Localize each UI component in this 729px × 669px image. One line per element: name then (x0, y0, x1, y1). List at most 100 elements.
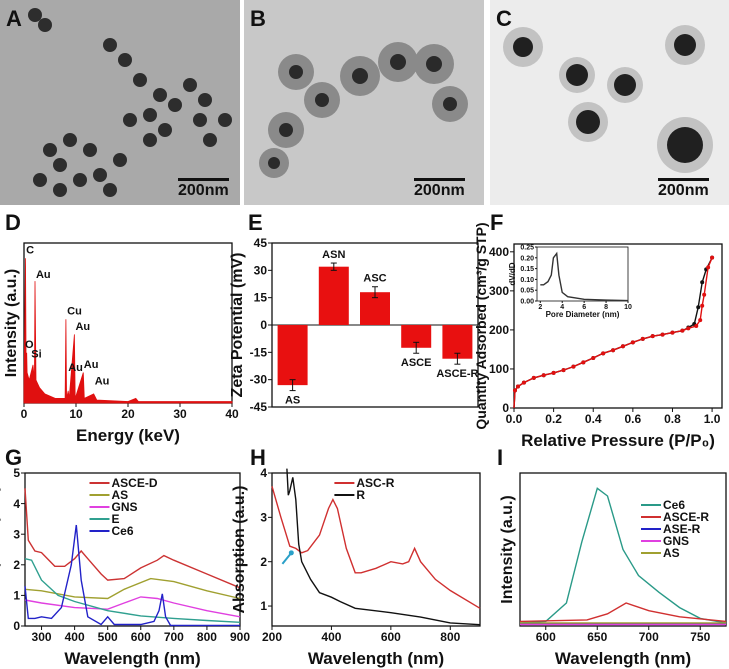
nanoparticle (168, 98, 182, 112)
y-tick-label: 0.15 (520, 266, 534, 273)
x-tick-label: 700 (164, 630, 184, 644)
nanoparticle (63, 133, 77, 147)
nanoparticle (113, 153, 127, 167)
y-axis-label: Absorption (a.u.) (231, 486, 248, 614)
peak-label: Si (31, 348, 41, 360)
nanoparticle (103, 38, 117, 52)
plot-frame (24, 472, 241, 627)
bar-asn (318, 266, 349, 325)
data-point (700, 303, 705, 308)
y-axis-label: Quantity Adsorbed (cm³/g STP) (473, 222, 489, 429)
data-point (521, 380, 526, 385)
nanoparticle-core (352, 68, 368, 84)
scale-bar-label: 200nm (178, 182, 229, 199)
chart-panel-f: F 0.0 0.2 0.4 0.6 0.8 1.0 0 100 200 300 400 Relative… (473, 210, 723, 450)
plot-frame (513, 243, 723, 409)
spectrum-area (23, 258, 233, 404)
chart-panel-h: H 200 400 600 800 1 2 3 4 Wavelength (nm) Absorpti… (231, 445, 481, 668)
nanoparticle-core (268, 157, 280, 169)
nanoparticle (218, 113, 232, 127)
legend-label: ASCE-D (112, 476, 158, 490)
inset-bg (537, 247, 628, 301)
data-point (601, 351, 606, 356)
nanoparticle-core (278, 122, 294, 138)
x-axis-label: Energy (keV) (76, 426, 180, 445)
y-axis-label: Intensity (a.u.) (3, 269, 20, 377)
nanoparticle-core (614, 74, 636, 96)
y-axis-label: dV/dD (508, 262, 517, 285)
series-line-r (286, 468, 481, 626)
legend-label: AS (663, 546, 680, 560)
peak-label: C (26, 245, 34, 257)
arrow-head (288, 550, 294, 556)
data-point (611, 348, 616, 353)
y-tick-label: 0.20 (520, 255, 534, 262)
y-tick-label: -15 (250, 345, 268, 359)
y-tick-label: 200 (489, 323, 509, 337)
nanoparticle-core (288, 64, 304, 80)
scale-bar-c: 200nm (658, 178, 709, 200)
y-tick-label: 0.10 (520, 277, 534, 284)
peak-label: Au (75, 321, 90, 333)
panel-label: G (5, 445, 22, 470)
y-tick-label: 15 (254, 291, 268, 305)
plot-frame (271, 472, 481, 627)
inset-chart: 2 4 6 8 10 0.00 0.05 0.10 0.15 0.20 0.25 Pore Diame… (508, 244, 632, 319)
nanoparticle (53, 183, 67, 197)
nanoparticle-core (576, 110, 600, 134)
x-tick-label: 500 (98, 630, 118, 644)
panel-label: D (5, 210, 21, 235)
x-tick-label: 30 (173, 407, 187, 421)
x-axis-label: Wavelength (nm) (64, 649, 200, 668)
nanoparticle (33, 173, 47, 187)
nanoparticle (143, 133, 157, 147)
chart-panel-e: E45 30 15 0 -15 -30 -45 Zeta Potential (mV) AS AS… (229, 210, 479, 414)
nanoparticle-core (667, 127, 703, 163)
data-point (698, 318, 703, 323)
nanoparticle-core (674, 34, 696, 56)
plot-frame (23, 242, 233, 404)
x-tick-label: 20 (121, 407, 135, 421)
x-tick-label: 300 (32, 630, 52, 644)
legend-label: Ce6 (112, 524, 134, 538)
bar-asce (401, 325, 432, 348)
y-tick-label: 400 (489, 245, 509, 259)
x-tick-label: 40 (225, 407, 239, 421)
y-tick-label: 4 (13, 497, 20, 511)
y-tick-label: 3 (13, 527, 20, 541)
x-tick-label: 200 (262, 630, 282, 644)
series-line (540, 251, 629, 302)
panel-label-a: A (6, 6, 22, 31)
y-tick-label: 2 (13, 558, 20, 572)
data-point (512, 388, 517, 393)
legend-label: ASCE-R (663, 510, 709, 524)
x-tick-label: 750 (690, 630, 710, 644)
data-point (702, 292, 707, 297)
x-tick-label: 2 (538, 304, 542, 311)
x-tick-label: 900 (230, 630, 250, 644)
nanoparticle (28, 8, 42, 22)
nanoparticle (83, 143, 97, 157)
y-tick-label: 0 (13, 619, 20, 633)
series-line-e (24, 558, 241, 623)
series-line-ce6 (24, 524, 240, 627)
x-axis-label: Relative Pressure (P/P₀) (521, 431, 715, 450)
nanoparticle (193, 113, 207, 127)
tem-image-c (490, 0, 729, 205)
x-tick-label: 400 (321, 630, 341, 644)
data-point (620, 344, 625, 349)
nanoparticle-core (426, 56, 442, 72)
data-point (694, 324, 699, 328)
plot-frame (519, 472, 727, 627)
nanoparticle-core (566, 64, 588, 86)
panel-label: I (497, 445, 503, 470)
nanoparticle (133, 73, 147, 87)
nanoparticle-core (513, 37, 533, 57)
nanoparticle (198, 93, 212, 107)
data-point (650, 334, 655, 339)
x-axis-label: Wavelength (nm) (555, 649, 691, 668)
x-tick-label: 600 (131, 630, 151, 644)
x-tick-label: 1.0 (704, 412, 721, 426)
series-line-as (24, 577, 241, 600)
